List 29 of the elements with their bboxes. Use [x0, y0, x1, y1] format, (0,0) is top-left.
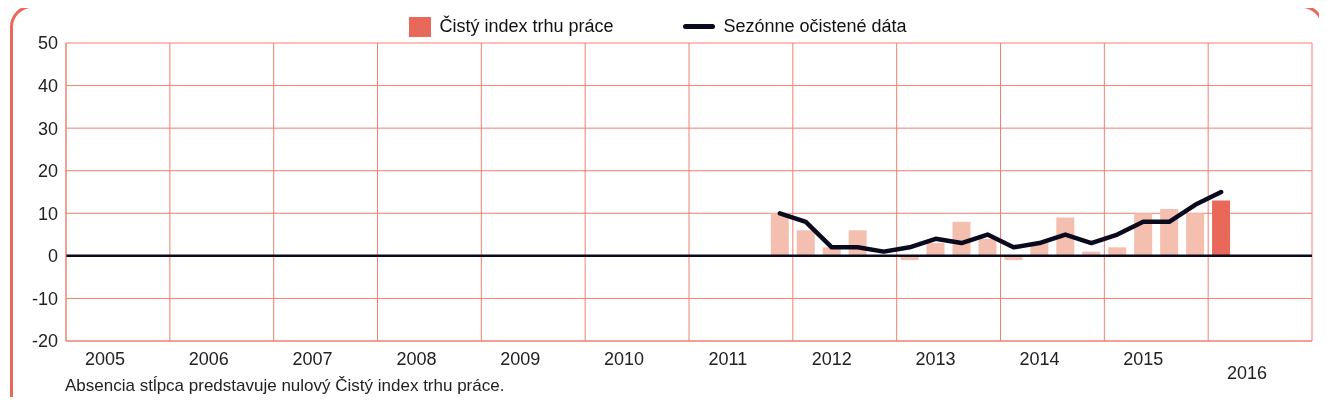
text: Absencia stĺpca predstavuje nulový Čistý index trhu práce.: [65, 376, 505, 396]
y-tick-label: 40: [37, 75, 58, 96]
y-tick-label: -20: [31, 331, 58, 352]
x-tick-label: 2010: [604, 349, 645, 369]
x-tick-label: 2014: [1019, 349, 1060, 369]
x-tick-label: 2009: [500, 349, 541, 369]
bar: [1186, 213, 1205, 256]
bar: [796, 230, 815, 256]
x-tick-label: 2006: [188, 349, 229, 369]
x-tick-label: 2005: [84, 349, 125, 369]
y-tick-label: 30: [37, 118, 58, 139]
x-tick-label: 2008: [396, 349, 437, 369]
y-tick-label: -10: [31, 288, 58, 309]
legend-label: Sezónne očistené dáta: [723, 16, 907, 37]
x-tick-label: 2015: [1123, 349, 1164, 369]
bar: [770, 213, 789, 256]
x-tick-label: 2012: [811, 349, 852, 369]
y-tick-label: 0: [47, 246, 58, 267]
x-tick-label: 2007: [292, 349, 333, 369]
legend-label: Čistý index trhu práce: [439, 16, 614, 37]
y-tick-label: 10: [37, 203, 58, 224]
x-tick-label: 2013: [915, 349, 956, 369]
x-tick-label: 2011: [708, 349, 748, 369]
y-tick-label: 20: [37, 161, 58, 182]
x-tick-label: 2016: [1227, 363, 1268, 383]
bar: [978, 238, 997, 256]
bar: [1212, 200, 1231, 256]
y-tick-label: 50: [37, 33, 58, 54]
bar: [926, 243, 945, 256]
